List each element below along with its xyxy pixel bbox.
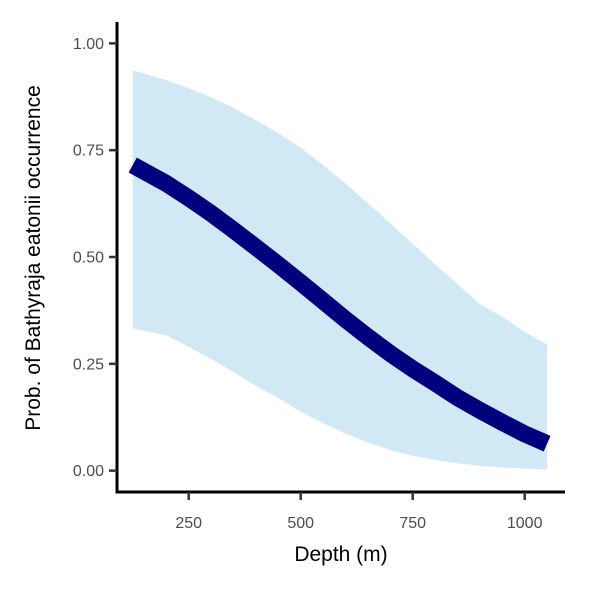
y-tick-label: 0.75: [73, 143, 104, 160]
plot-area: [128, 70, 551, 470]
x-axis-title: Depth (m): [294, 543, 387, 566]
y-tick-label: 0.50: [73, 250, 104, 267]
y-tick-label: 0.00: [73, 463, 104, 480]
axes: 0.00 0.25 0.50 0.75 1.00 250 500 750 1000: [73, 22, 565, 532]
x-tick-label: 750: [399, 515, 426, 532]
y-tick-label: 0.25: [73, 356, 104, 373]
y-tick-label: 1.00: [73, 36, 104, 53]
x-tick-label: 250: [175, 515, 202, 532]
x-tick-label: 1000: [507, 515, 543, 532]
confidence-ribbon: [132, 70, 548, 470]
y-axis-title: Prob. of Bathyraja eatonii occurrence: [22, 85, 45, 431]
x-tick-label: 500: [287, 515, 314, 532]
fitted-line: [128, 157, 551, 452]
